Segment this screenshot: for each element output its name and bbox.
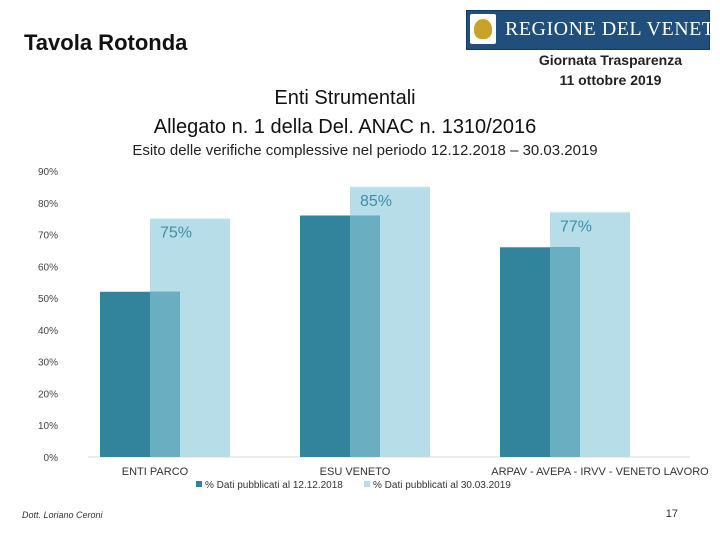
event-date: 11 ottobre 2019: [559, 72, 662, 88]
data-label-2018: 66%: [515, 254, 547, 271]
event-info: Giornata Trasparenza 11 ottobre 2019: [539, 50, 682, 90]
y-tick-label: 20%: [38, 389, 58, 400]
slide-title-line2: Allegato n. 1 della Del. ANAC n. 1310/20…: [153, 116, 537, 138]
bar-overlap: [150, 291, 180, 457]
regione-veneto-logo: REGIONE DEL VENETO: [466, 10, 720, 50]
category-label: ESU VENETO: [320, 466, 391, 478]
bar-chart: 0% 10% 20% 30% 40% 50% 60% 70% 80% 90% ENTI PARCO…: [38, 167, 709, 491]
category-label: ENTI PARCO: [122, 466, 189, 478]
event-name: Giornata Trasparenza: [538, 52, 682, 68]
y-tick-label: 60%: [38, 262, 58, 273]
data-label-2019: 85%: [360, 193, 392, 210]
y-tick-label: 30%: [38, 358, 58, 369]
slide-title-line1: Enti Strumentali: [274, 87, 416, 109]
legend: % Dati pubblicati al 12.12.2018 % Dati pu…: [196, 480, 511, 491]
data-label-2018: 52%: [115, 299, 147, 316]
lion-emblem-icon: [470, 14, 496, 44]
logo-text: REGIONE DEL VENETO: [505, 18, 720, 40]
y-tick-label: 10%: [38, 421, 58, 432]
data-label-2019: 75%: [160, 225, 192, 242]
category-labels: ENTI PARCO ESU VENETO ARPAV - AVEPA - IRVV…: [122, 466, 709, 478]
presentation-title: Tavola Rotonda: [24, 30, 188, 55]
footer-author: Dott. Loriano Ceroni: [22, 510, 103, 520]
y-tick-label: 90%: [38, 167, 58, 178]
chart-title: Esito delle verifiche complessive nel pe…: [132, 142, 598, 159]
y-tick-label: 70%: [38, 231, 58, 242]
y-tick-label: 50%: [38, 294, 58, 305]
bar-overlap: [350, 215, 380, 457]
y-tick-label: 80%: [38, 199, 58, 210]
slide-title: Enti Strumentali Allegato n. 1 della Del…: [0, 84, 690, 142]
y-tick-label: 40%: [38, 326, 58, 337]
legend-swatch-2018: [196, 481, 202, 487]
legend-label-2018: % Dati pubblicati al 12.12.2018: [205, 480, 343, 491]
bar-overlap: [550, 247, 580, 457]
data-labels: 52% 75% 76% 85% 66% 77%: [115, 193, 592, 316]
data-label-2019: 77%: [560, 218, 592, 235]
legend-swatch-2019: [364, 481, 370, 487]
data-label-2018: 76%: [315, 222, 347, 239]
legend-label-2019: % Dati pubblicati al 30.03.2019: [373, 480, 511, 491]
y-tick-label: 0%: [44, 453, 59, 464]
bars: [100, 186, 630, 457]
category-label: ARPAV - AVEPA - IRVV - VENETO LAVORO: [491, 466, 709, 478]
page-number: 17: [665, 508, 678, 520]
